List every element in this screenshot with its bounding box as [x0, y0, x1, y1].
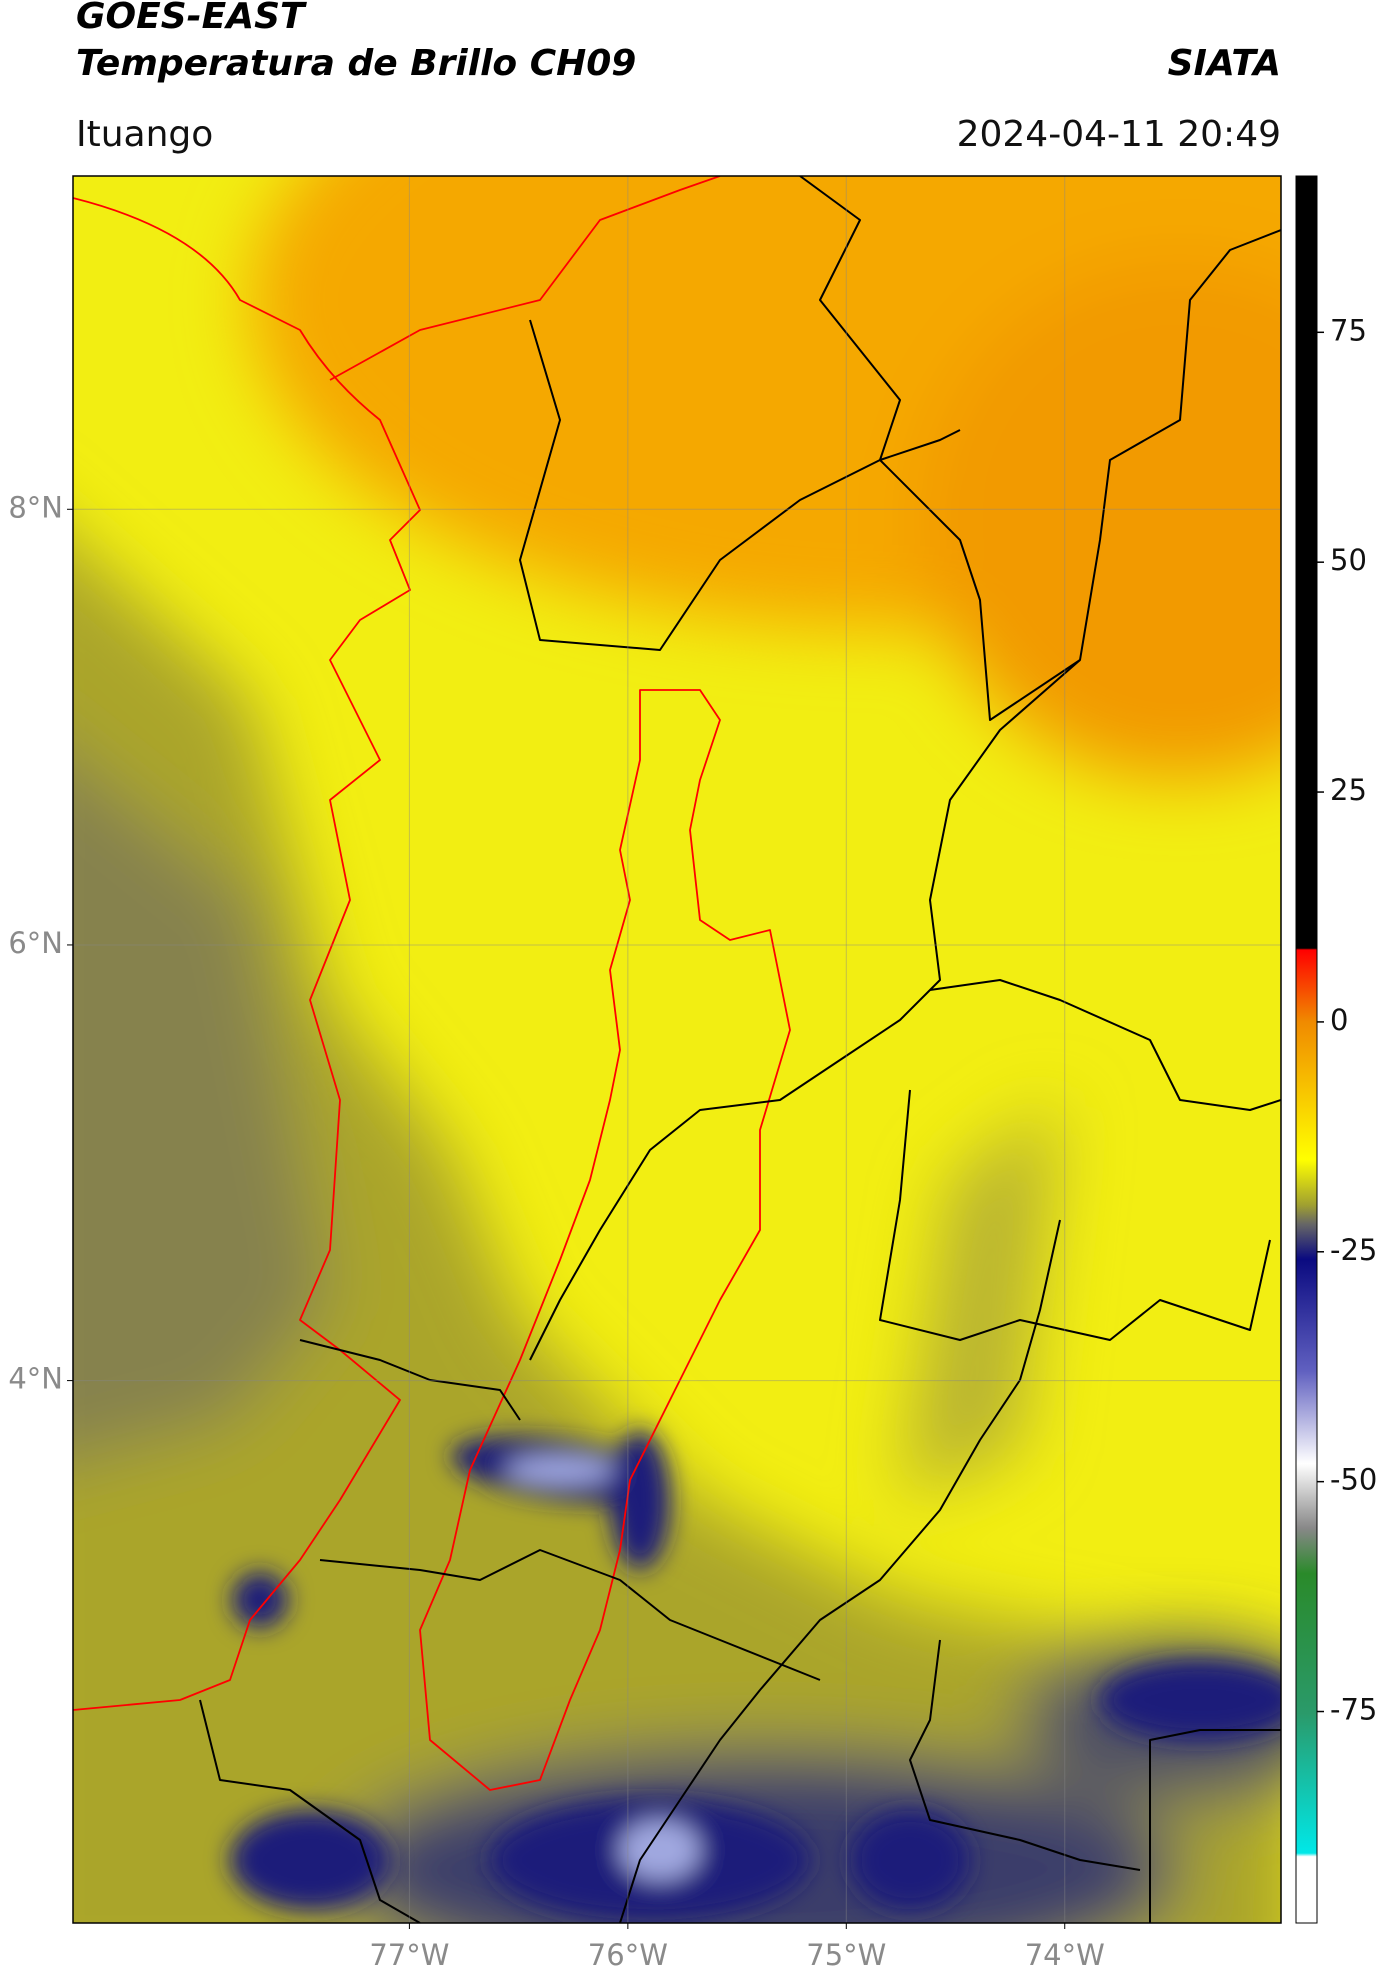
lat-tick-label: 6°N — [8, 926, 63, 960]
graticule — [73, 176, 1281, 1923]
location: Ituango — [76, 114, 213, 155]
colorbar-tick-label: 75 — [1330, 313, 1367, 347]
lon-tick-label: 76°W — [588, 1938, 668, 1972]
lon-tick-label: 75°W — [806, 1938, 886, 1972]
title: GOES-EAST — [76, 0, 307, 37]
source: SIATA — [1168, 43, 1281, 84]
colorbar-tick-label: 50 — [1330, 543, 1367, 577]
colorbar-tick-label: 25 — [1330, 773, 1367, 807]
colorbar-tick-label: -50 — [1330, 1463, 1377, 1497]
colorbar-tick-label: -25 — [1330, 1233, 1377, 1267]
map-frame — [72, 175, 1282, 1924]
lat-tick-label: 8°N — [8, 490, 63, 524]
colorbar — [1295, 175, 1318, 1924]
lon-tick-label: 77°W — [369, 1938, 449, 1972]
colorbar-tick-label: -75 — [1330, 1693, 1377, 1727]
datetime: 2024-04-11 20:49 — [957, 114, 1281, 155]
lat-tick-label: 4°N — [8, 1362, 63, 1396]
lon-tick-label: 74°W — [1025, 1938, 1105, 1972]
colorbar-tick-label: 0 — [1330, 1003, 1348, 1037]
subtitle: Temperatura de Brillo CH09 — [76, 43, 636, 84]
